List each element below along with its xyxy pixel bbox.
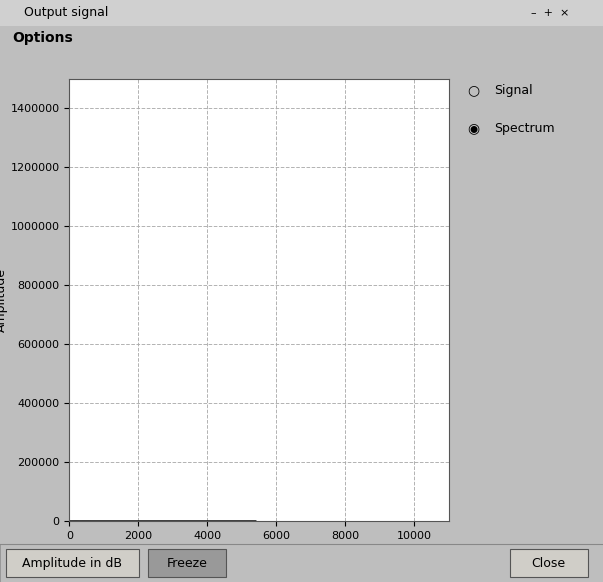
Text: Signal: Signal xyxy=(494,84,533,97)
Text: Output signal: Output signal xyxy=(24,6,109,19)
Text: –  +  ×: – + × xyxy=(531,8,569,18)
Y-axis label: Amplitude: Amplitude xyxy=(0,268,8,332)
Text: Spectrum: Spectrum xyxy=(494,122,555,134)
Text: ○: ○ xyxy=(467,83,479,97)
Text: Freeze: Freeze xyxy=(166,557,207,570)
Text: ◉: ◉ xyxy=(467,121,479,135)
Text: Close: Close xyxy=(532,557,566,570)
X-axis label: Frequency (Hz): Frequency (Hz) xyxy=(212,546,306,559)
Text: Amplitude in dB: Amplitude in dB xyxy=(22,557,122,570)
Text: Options: Options xyxy=(12,31,73,45)
